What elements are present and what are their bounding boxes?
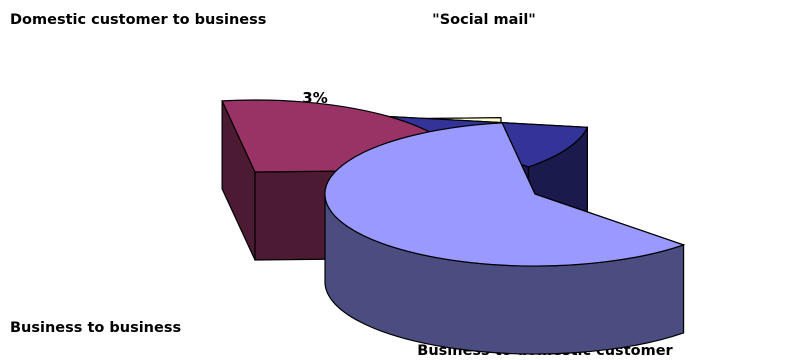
pie-slice-top: [324, 122, 686, 267]
pie-slice: [324, 122, 686, 355]
pie-category-label: Business to business: [10, 320, 181, 336]
pie-value-label: 60%: [588, 173, 624, 191]
pie-category-label: Domestic customer to business: [10, 12, 266, 28]
pie-value-label: 10%: [416, 86, 452, 104]
pie-category-label: "Social mail": [432, 12, 536, 28]
